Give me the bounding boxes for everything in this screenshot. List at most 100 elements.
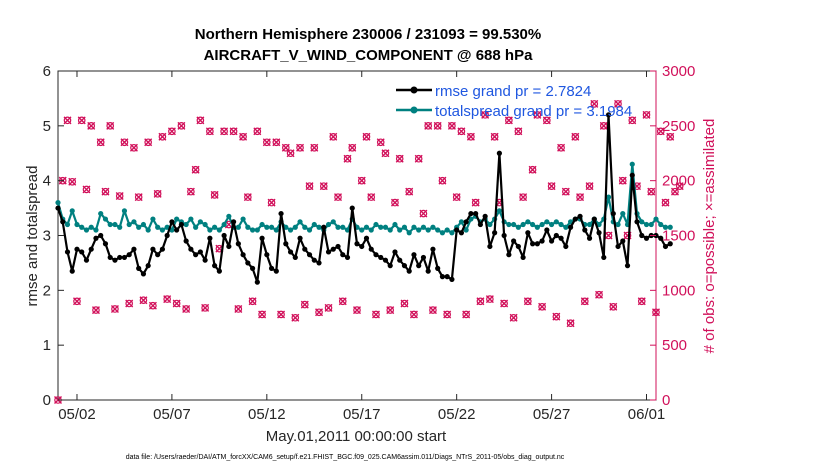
totalspread-point (306, 227, 313, 233)
obs-point (390, 198, 399, 207)
obs-o-marker (467, 133, 475, 141)
obs-point (462, 310, 471, 319)
obs-o-marker (68, 177, 77, 186)
totalspread-point (653, 216, 659, 222)
obs-point (395, 154, 404, 163)
rmse-point (145, 263, 151, 269)
obs-o-marker (405, 187, 414, 196)
obs-o-marker (372, 310, 380, 319)
obs-o-marker (666, 133, 675, 141)
totalspread-point (425, 227, 431, 233)
rmse-point (231, 219, 237, 225)
totalspread-point (311, 221, 317, 228)
series-layer (54, 99, 684, 404)
obs-o-marker (367, 193, 376, 201)
rmse-point (401, 263, 408, 269)
obs-o-marker (543, 116, 551, 125)
totalspread-point (287, 227, 294, 233)
obs-o-marker (533, 111, 542, 119)
obs-o-marker (566, 319, 575, 328)
chart-title-line1: Northern Hemisphere 230006 / 231093 = 99… (195, 26, 541, 43)
totalspread-point (159, 227, 166, 233)
chart-title-line2: AIRCRAFT_V_WIND_COMPONENT @ 688 hPa (204, 47, 534, 64)
obs-o-marker (486, 295, 494, 303)
obs-point (248, 297, 257, 306)
totalspread-point (107, 221, 113, 228)
totalspread-point (268, 224, 275, 230)
obs-point (300, 300, 309, 309)
rmse-point (64, 249, 71, 255)
obs-o-marker (671, 187, 679, 196)
obs-o-marker (101, 187, 110, 196)
obs-point (566, 319, 575, 328)
totalspread-point (316, 224, 322, 230)
y-tick-label-right: 1500 (662, 228, 695, 245)
rmse-point (667, 241, 673, 247)
totalspread-point (392, 221, 398, 228)
totalspread-point (548, 221, 555, 228)
legend: rmse grand pr = 2.7824 totalspread grand… (396, 83, 632, 120)
totalspread-point (98, 210, 104, 217)
obs-point (205, 127, 214, 136)
totalspread-point (131, 219, 137, 225)
obs-point (599, 121, 608, 130)
obs-point (414, 154, 423, 163)
rmse-point (306, 252, 313, 258)
totalspread-point (325, 221, 332, 228)
totalspread-point (93, 227, 99, 233)
obs-o-marker (585, 182, 594, 190)
obs-point (424, 121, 433, 130)
obs-point (585, 182, 594, 191)
y-tick-label-right: 2000 (662, 173, 695, 190)
obs-point (296, 143, 305, 152)
obs-o-marker (414, 154, 423, 163)
rmse-point (449, 276, 455, 282)
totalspread-point (387, 227, 393, 233)
obs-o-marker (576, 193, 584, 201)
totalspread-point (449, 230, 455, 236)
obs-point (533, 110, 542, 119)
obs-point (509, 313, 518, 322)
obs-point (63, 116, 72, 125)
totalspread-point (226, 213, 232, 219)
obs-point (438, 176, 447, 185)
obs-point (481, 110, 490, 119)
obs-point (148, 301, 157, 310)
rmse-point (278, 210, 284, 217)
obs-point (514, 127, 523, 136)
totalspread-point (363, 224, 370, 230)
totalspread-point (245, 224, 251, 230)
obs-point (409, 310, 418, 319)
obs-point (82, 185, 91, 194)
totalspread-point (539, 221, 545, 228)
obs-o-marker (182, 305, 190, 313)
obs-point (428, 306, 437, 315)
totalspread-point (639, 219, 645, 225)
totalspread-point (235, 224, 241, 230)
rmse-point (658, 235, 664, 241)
rmse-point (567, 224, 574, 230)
obs-o-marker (448, 122, 456, 130)
obs-o-marker (220, 127, 228, 136)
y-tick-label-left: 1 (43, 337, 51, 354)
obs-o-marker (443, 310, 451, 319)
totalspread-point (121, 208, 128, 214)
obs-o-marker (528, 165, 537, 174)
rmse-point (454, 227, 460, 233)
obs-o-marker (282, 143, 290, 152)
legend-marker-rmse (410, 86, 418, 94)
rmse-point (363, 235, 370, 241)
totalspread-point (515, 224, 521, 230)
obs-point (367, 193, 376, 202)
obs-point (595, 290, 604, 299)
obs-point (362, 132, 371, 141)
obs-point (158, 132, 167, 141)
y-tick-label-left: 5 (43, 118, 51, 135)
obs-o-marker (338, 297, 347, 306)
obs-o-marker (395, 154, 404, 163)
obs-point (371, 310, 380, 319)
rmse-point (539, 238, 545, 244)
obs-point (319, 182, 328, 191)
obs-point (466, 132, 475, 141)
totalspread-point (411, 224, 417, 230)
